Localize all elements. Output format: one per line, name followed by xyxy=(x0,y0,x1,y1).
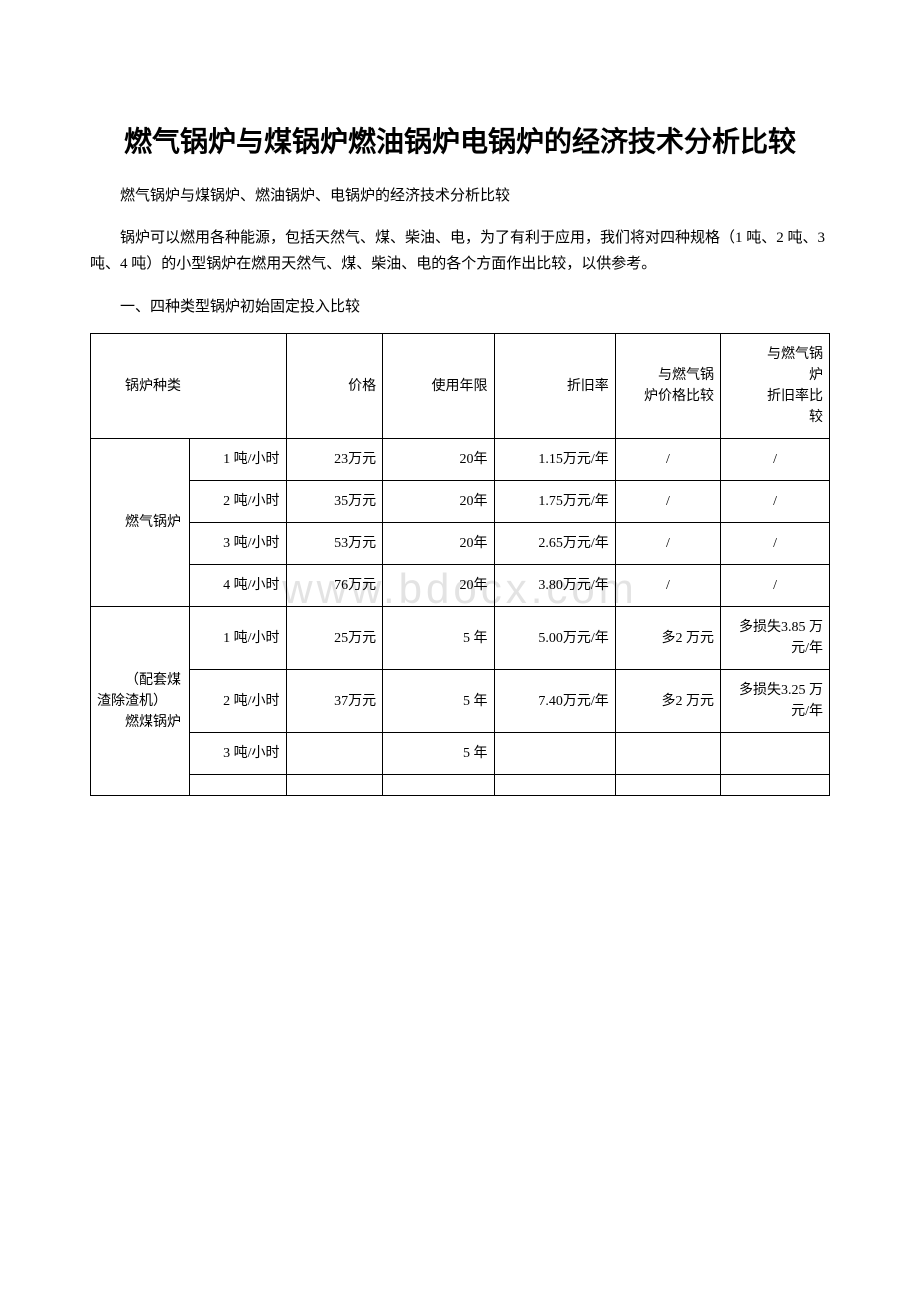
cell-compare-price xyxy=(615,733,720,775)
comparison-table: 锅炉种类 价格 使用年限 折旧率 与燃气锅炉价格比较 与燃气锅炉 折旧率比较 燃… xyxy=(90,333,830,796)
cell-compare-price: 多2 万元 xyxy=(615,670,720,733)
cell-depreciation: 7.40万元/年 xyxy=(494,670,615,733)
cell-life: 20年 xyxy=(383,481,494,523)
cell-spec: 1 吨/小时 xyxy=(190,607,287,670)
table-row: 3 吨/小时 53万元 20年 2.65万元/年 / / xyxy=(91,523,830,565)
section-one-heading: 一、四种类型锅炉初始固定投入比较 xyxy=(90,295,830,319)
table-row: 4 吨/小时 76万元 20年 3.80万元/年 / / xyxy=(91,565,830,607)
cell-compare-depreciation xyxy=(721,775,830,796)
cell-spec xyxy=(190,775,287,796)
cell-compare-depreciation: 多损失3.85 万元/年 xyxy=(721,607,830,670)
cell-price: 53万元 xyxy=(286,523,383,565)
intro-paragraph: 锅炉可以燃用各种能源，包括天然气、煤、柴油、电，为了有利于应用，我们将对四种规格… xyxy=(90,226,830,277)
cell-depreciation xyxy=(494,775,615,796)
table-row: 燃气锅炉 1 吨/小时 23万元 20年 1.15万元/年 / / xyxy=(91,439,830,481)
header-depreciation: 折旧率 xyxy=(494,334,615,439)
cell-spec: 2 吨/小时 xyxy=(190,670,287,733)
cell-spec: 1 吨/小时 xyxy=(190,439,287,481)
coal-boiler-label: （配套煤渣除渣机） 燃煤锅炉 xyxy=(91,607,190,796)
cell-life: 20年 xyxy=(383,439,494,481)
cell-life: 5 年 xyxy=(383,733,494,775)
table-row: 2 吨/小时 35万元 20年 1.75万元/年 / / xyxy=(91,481,830,523)
cell-compare-depreciation: / xyxy=(721,439,830,481)
document-title: 燃气锅炉与煤锅炉燃油锅炉电锅炉的经济技术分析比较 xyxy=(90,120,830,160)
cell-price: 25万元 xyxy=(286,607,383,670)
cell-compare-price: 多2 万元 xyxy=(615,607,720,670)
header-type: 锅炉种类 xyxy=(91,334,287,439)
cell-life: 20年 xyxy=(383,523,494,565)
table-header-row: 锅炉种类 价格 使用年限 折旧率 与燃气锅炉价格比较 与燃气锅炉 折旧率比较 xyxy=(91,334,830,439)
cell-price xyxy=(286,775,383,796)
cell-compare-price: / xyxy=(615,439,720,481)
table-row: 2 吨/小时 37万元 5 年 7.40万元/年 多2 万元 多损失3.25 万… xyxy=(91,670,830,733)
cell-spec: 3 吨/小时 xyxy=(190,523,287,565)
cell-compare-depreciation: 多损失3.25 万元/年 xyxy=(721,670,830,733)
header-life: 使用年限 xyxy=(383,334,494,439)
cell-depreciation xyxy=(494,733,615,775)
header-price: 价格 xyxy=(286,334,383,439)
document-subtitle: 燃气锅炉与煤锅炉、燃油锅炉、电锅炉的经济技术分析比较 xyxy=(90,184,830,208)
cell-life: 5 年 xyxy=(383,607,494,670)
cell-spec: 3 吨/小时 xyxy=(190,733,287,775)
cell-spec: 4 吨/小时 xyxy=(190,565,287,607)
cell-compare-price xyxy=(615,775,720,796)
cell-compare-depreciation: / xyxy=(721,565,830,607)
cell-price: 76万元 xyxy=(286,565,383,607)
cell-life: 5 年 xyxy=(383,670,494,733)
cell-price: 37万元 xyxy=(286,670,383,733)
cell-life xyxy=(383,775,494,796)
cell-depreciation: 1.75万元/年 xyxy=(494,481,615,523)
cell-price: 23万元 xyxy=(286,439,383,481)
cell-compare-price: / xyxy=(615,481,720,523)
cell-life: 20年 xyxy=(383,565,494,607)
table-wrapper: www.bdocx.com 锅炉种类 价格 使用年限 折旧率 与燃气锅炉价格比较… xyxy=(90,333,830,796)
cell-compare-depreciation: / xyxy=(721,481,830,523)
table-row: （配套煤渣除渣机） 燃煤锅炉 1 吨/小时 25万元 5 年 5.00万元/年 … xyxy=(91,607,830,670)
cell-compare-price: / xyxy=(615,565,720,607)
cell-compare-price: / xyxy=(615,523,720,565)
table-row: 3 吨/小时 5 年 xyxy=(91,733,830,775)
cell-depreciation: 3.80万元/年 xyxy=(494,565,615,607)
table-row xyxy=(91,775,830,796)
cell-price xyxy=(286,733,383,775)
header-compare-depreciation: 与燃气锅炉 折旧率比较 xyxy=(721,334,830,439)
cell-spec: 2 吨/小时 xyxy=(190,481,287,523)
header-compare-price: 与燃气锅炉价格比较 xyxy=(615,334,720,439)
cell-price: 35万元 xyxy=(286,481,383,523)
cell-compare-depreciation: / xyxy=(721,523,830,565)
cell-depreciation: 1.15万元/年 xyxy=(494,439,615,481)
cell-compare-depreciation xyxy=(721,733,830,775)
gas-boiler-label: 燃气锅炉 xyxy=(91,439,190,607)
cell-depreciation: 2.65万元/年 xyxy=(494,523,615,565)
cell-depreciation: 5.00万元/年 xyxy=(494,607,615,670)
